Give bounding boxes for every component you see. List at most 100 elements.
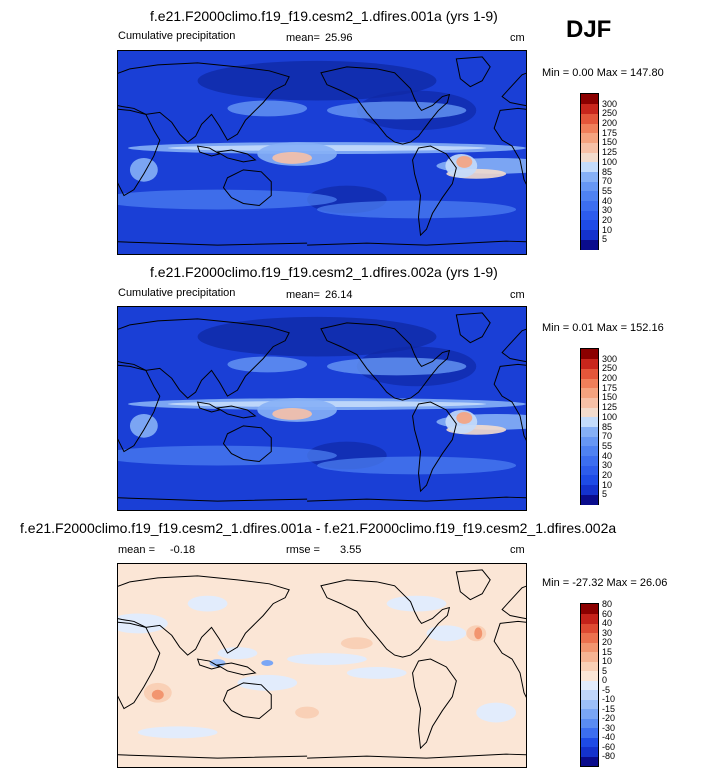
coastline [222, 682, 272, 719]
field-contour [227, 100, 308, 117]
field-contour [317, 200, 517, 219]
coastline [196, 145, 221, 157]
coastline [493, 363, 526, 441]
field-contour [317, 456, 517, 475]
colorbar-cell [581, 210, 598, 221]
colorbar-cell [581, 632, 598, 643]
colorbar-cell [581, 132, 598, 143]
coastline [118, 497, 308, 502]
colorbar-tick-label: 250 [602, 108, 618, 119]
panel-3-mean-value: -0.18 [170, 544, 196, 556]
colorbar-tick-label: 30 [602, 460, 613, 471]
panel-2-field-label: Cumulative precipitation [118, 287, 236, 299]
field-contour [187, 595, 228, 612]
colorbar-tick-label: 100 [602, 156, 618, 167]
coastline [455, 569, 491, 601]
colorbar-cell [581, 219, 598, 231]
field-contour [346, 666, 407, 679]
colorbar-cell [581, 103, 598, 114]
colorbar-cell [581, 474, 598, 486]
colorbar-tick-label: 200 [602, 118, 618, 129]
colorbar-tick-label: 20 [602, 214, 613, 225]
colorbar-cell [581, 699, 598, 710]
colorbar-cell [581, 161, 598, 172]
field-contour [209, 659, 226, 667]
coastline [216, 405, 257, 419]
field-contour [118, 613, 168, 634]
colorbar-cell [581, 436, 598, 447]
season-label: DJF [566, 16, 612, 43]
field-contour [197, 60, 437, 101]
field-contour [217, 647, 258, 660]
colorbar-cell [581, 152, 598, 163]
panel-2-minmax: Min = 0.01 Max = 152.16 [542, 322, 664, 334]
colorbar-cell [581, 708, 598, 719]
colorbar-tick-label: -40 [602, 732, 616, 743]
coastline [412, 145, 457, 237]
panel-1-colorbar: 5 10 20 30 40 55 70 85 100 125 150 175 200 250 300 [580, 93, 617, 250]
colorbar-cell [581, 613, 598, 624]
field-contour [129, 157, 158, 182]
panel-3-title: f.e21.F2000climo.f19_f19.cesm2_1.dfires.… [20, 520, 617, 536]
colorbar-tick-label: 85 [602, 421, 613, 432]
coastline [118, 754, 308, 759]
coastline [412, 658, 457, 750]
colorbar-tick-label: 5 [602, 489, 608, 500]
panel-2-colorbar: 5 10 20 30 40 55 70 85 100 125 150 175 200 250 300 [580, 348, 617, 505]
colorbar-tick-label: -10 [602, 694, 616, 705]
panel-2-units: cm [510, 289, 525, 301]
colorbar-tick-label: 80 [602, 599, 613, 609]
coastline [118, 241, 308, 246]
colorbar-cell [581, 200, 598, 211]
coastline [222, 169, 272, 206]
panel-2-title: f.e21.F2000climo.f19_f19.cesm2_1.dfires.… [150, 264, 498, 280]
colorbar-tick-label: -15 [602, 703, 616, 714]
colorbar-cell [581, 737, 598, 748]
colorbar-tick-label: 5 [602, 665, 608, 676]
colorbar-tick-label: 250 [602, 363, 618, 374]
colorbar-cell [581, 465, 598, 476]
colorbar-tick-label: 15 [602, 646, 613, 657]
coastline [455, 56, 491, 88]
colorbar-tick-label: -80 [602, 751, 616, 762]
colorbar-tick-label: 200 [602, 373, 618, 384]
coastline [493, 107, 526, 185]
colorbar-cell [581, 484, 598, 495]
precip-field [118, 51, 526, 254]
diff-field [118, 564, 526, 767]
colorbar-cell [581, 407, 598, 418]
colorbar-cell [581, 349, 598, 360]
colorbar-cell [581, 455, 598, 466]
colorbar-cell [581, 661, 598, 672]
colorbar-cell [581, 445, 598, 457]
field-contour [474, 627, 483, 640]
colorbar-cell [581, 171, 598, 182]
colorbar-tick-label: 175 [602, 382, 618, 393]
colorbar-tick-label: 125 [602, 402, 618, 413]
colorbar-cell [581, 239, 598, 250]
precip-field [118, 307, 526, 510]
colorbar-tick-label: 5 [602, 234, 608, 245]
colorbar-cell [581, 426, 598, 437]
coastline [320, 322, 451, 401]
panel-3-mean-label: mean = [118, 544, 155, 556]
field-contour [118, 189, 337, 210]
colorbar-cell [581, 190, 598, 202]
colorbar-tick-label: 125 [602, 147, 618, 158]
panel-1-mean-value: 25.96 [325, 32, 353, 44]
panel-3-rmse-label: rmse = [286, 544, 320, 556]
field-contour [118, 445, 337, 466]
colorbar-tick-label: 150 [602, 137, 618, 148]
field-contour [456, 155, 473, 168]
colorbar-tick-label: 40 [602, 195, 613, 206]
coastline [118, 621, 161, 710]
colorbar-tick-label: 10 [602, 656, 613, 667]
panel-3-minmax: Min = -27.32 Max = 26.06 [542, 577, 668, 589]
field-contour [129, 413, 158, 438]
colorbar-cell [581, 416, 598, 427]
colorbar-tick-label: 175 [602, 127, 618, 138]
colorbar-cell [581, 94, 598, 105]
colorbar-tick-label: 40 [602, 618, 613, 629]
panel-1-title: f.e21.F2000climo.f19_f19.cesm2_1.dfires.… [150, 8, 498, 24]
colorbar-tick-label: 30 [602, 205, 613, 216]
